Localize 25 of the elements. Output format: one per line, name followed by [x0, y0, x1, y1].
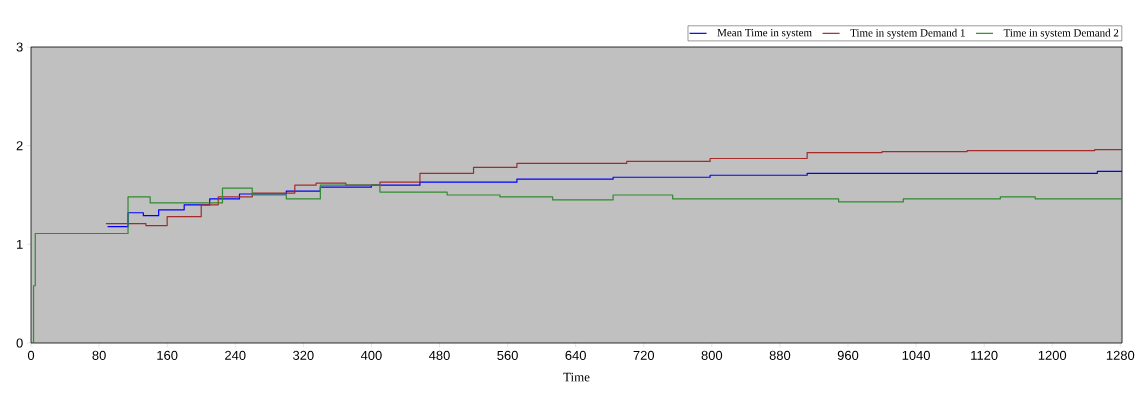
x-tick-label: 320 [293, 350, 314, 360]
x-tick-label: 240 [225, 350, 246, 360]
x-tick-label: 1280 [1106, 350, 1135, 360]
x-tick-label: 480 [428, 350, 450, 360]
y-tick-label: 2 [16, 141, 23, 151]
x-tick-label: 880 [769, 350, 791, 360]
x-tick-label: 0 [27, 350, 35, 360]
x-tick-label: 80 [92, 350, 106, 360]
legend-label: Mean Time in system [717, 28, 812, 39]
legend-label: Time in system Demand 2 [1003, 28, 1119, 39]
x-tick-label: 1200 [1038, 350, 1067, 360]
x-tick-label: 560 [497, 350, 518, 360]
x-tick-label: 1040 [902, 350, 930, 360]
x-tick-label: 1120 [971, 350, 998, 360]
x-tick-label: 720 [633, 350, 655, 360]
x-tick-label: 400 [360, 350, 382, 360]
x-tick-label: 640 [565, 350, 586, 360]
x-tick-label: 160 [157, 350, 178, 360]
y-tick-label: 3 [16, 42, 23, 52]
legend-label: Time in system Demand 1 [850, 28, 965, 39]
y-tick-label: 0 [16, 338, 23, 348]
x-tick-label: 800 [701, 350, 723, 360]
y-tick-label: 1 [17, 239, 23, 249]
x-tick-label: 960 [837, 350, 859, 360]
x-axis-title: Time [563, 372, 590, 382]
